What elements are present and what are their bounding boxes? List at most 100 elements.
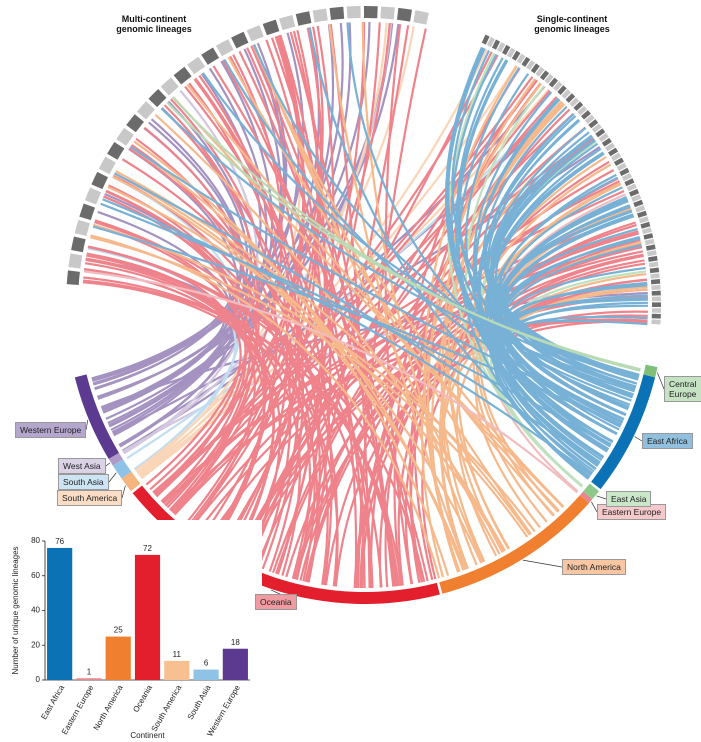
lineage-block — [91, 171, 109, 190]
lineage-block — [561, 89, 571, 99]
leader-line — [596, 495, 607, 500]
lineage-block — [611, 152, 622, 162]
lineage-block — [530, 63, 540, 74]
lineage-block — [346, 6, 361, 19]
lineage-block — [136, 101, 155, 120]
lineage-block — [573, 101, 584, 112]
lineage-block — [650, 273, 660, 279]
region-label: East Africa — [642, 433, 693, 449]
bar — [76, 678, 102, 680]
lineage-block — [608, 147, 619, 157]
leader-line — [85, 419, 89, 431]
chord — [502, 209, 639, 380]
leader-line — [121, 485, 126, 499]
chord — [113, 172, 600, 465]
lineage-block — [651, 313, 661, 319]
lineage-block — [116, 127, 134, 146]
chart-bg — [0, 520, 262, 742]
lineage-block — [535, 66, 545, 77]
lineage-block — [107, 141, 125, 160]
leader-line — [656, 372, 665, 390]
bar — [164, 660, 190, 680]
leader-line — [522, 559, 563, 568]
lineage-block — [79, 203, 96, 221]
lineage-block — [187, 56, 206, 75]
lineage-block — [584, 114, 595, 124]
chord — [494, 204, 631, 453]
lineage-block — [628, 188, 640, 197]
lineage-block — [651, 290, 661, 296]
lineage-block — [651, 308, 661, 313]
chord — [465, 73, 614, 443]
lineage-block — [84, 187, 102, 205]
region-arc — [643, 364, 658, 378]
lineage-block — [621, 173, 632, 182]
lineage-block — [640, 221, 651, 229]
lineage-block — [231, 31, 249, 49]
lineage-block — [624, 178, 635, 187]
chord — [356, 28, 427, 588]
chord — [308, 27, 595, 473]
lineage-block — [643, 233, 654, 240]
chord — [128, 147, 339, 587]
lineage-block — [126, 114, 144, 133]
chord — [472, 91, 612, 447]
lineage-block — [650, 279, 661, 285]
lineage-block — [215, 39, 234, 57]
chord — [90, 234, 441, 579]
lineage-block — [380, 6, 395, 20]
chord — [121, 158, 383, 588]
chord — [496, 176, 630, 408]
chord — [102, 198, 593, 476]
lineage-block — [173, 66, 192, 85]
chord — [171, 96, 641, 372]
value-label: 18 — [231, 638, 240, 647]
lineage-block — [648, 261, 659, 268]
chord — [492, 301, 649, 478]
chord — [129, 145, 465, 571]
lineage-block — [521, 56, 531, 67]
region-label: North America — [562, 559, 626, 575]
chord — [423, 65, 518, 573]
chord — [500, 294, 648, 436]
lineage-block — [279, 14, 296, 31]
bar — [105, 636, 131, 680]
lineage-block — [68, 253, 83, 269]
leader-line — [105, 462, 111, 467]
chord — [137, 49, 488, 475]
chord — [131, 143, 258, 513]
lineage-block — [637, 210, 648, 218]
region-label: Oceania — [255, 594, 297, 610]
lineage-block — [651, 302, 661, 307]
lineage-block — [246, 25, 264, 42]
chord — [497, 199, 629, 424]
region-arc — [591, 374, 656, 490]
lineage-block — [481, 34, 490, 45]
y-tick-label: 0 — [36, 675, 41, 684]
lineage-block — [98, 156, 116, 175]
chord — [83, 270, 578, 494]
lineage-block — [262, 19, 280, 36]
lineage-block — [638, 216, 649, 224]
value-label: 76 — [55, 537, 64, 546]
lineage-block — [649, 267, 660, 274]
value-label: 11 — [173, 650, 182, 659]
region-arc — [583, 483, 599, 500]
lineage-block — [641, 227, 652, 235]
lineage-block — [71, 236, 86, 253]
chord — [108, 24, 335, 428]
chord — [172, 96, 564, 508]
lineage-block — [598, 133, 609, 142]
bar — [47, 547, 73, 680]
lineage-block — [329, 6, 345, 21]
region-label: Central Europe — [664, 376, 701, 402]
lineage-block — [497, 42, 506, 53]
lineage-block — [491, 39, 501, 50]
lineage-block — [295, 11, 312, 26]
lineage-block — [581, 110, 591, 120]
chord — [305, 253, 644, 583]
chord — [450, 53, 603, 462]
lineage-block — [619, 167, 630, 177]
region-arc — [439, 495, 589, 594]
